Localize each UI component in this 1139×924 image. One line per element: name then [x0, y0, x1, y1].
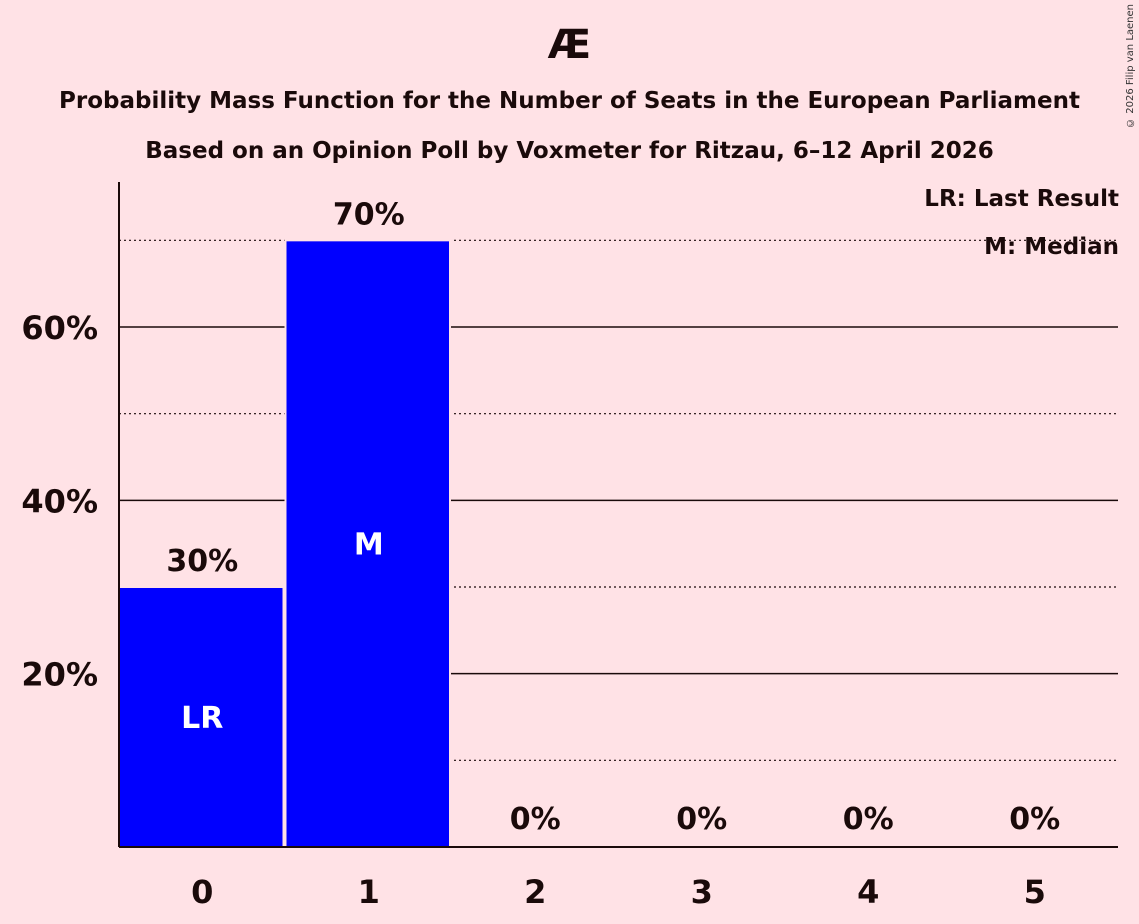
chart-subtitle-1: Probability Mass Function for the Number… — [59, 88, 1080, 114]
bar-value-label: 0% — [510, 802, 561, 837]
x-tick-label: 5 — [1024, 873, 1046, 911]
chart-subtitle-2: Based on an Opinion Poll by Voxmeter for… — [145, 138, 994, 164]
bar-value-label: 0% — [843, 802, 894, 837]
x-tick-label: 1 — [358, 873, 380, 911]
bar-value-label: 0% — [1009, 802, 1060, 837]
legend-median: M: Median — [984, 234, 1119, 260]
x-tick-label: 2 — [524, 873, 546, 911]
bar-value-label: 70% — [333, 197, 405, 232]
legend-last-result: LR: Last Result — [924, 186, 1119, 212]
bar-value-label: 30% — [166, 544, 238, 579]
x-tick-label: 0 — [191, 873, 213, 911]
x-tick-label: 3 — [691, 873, 713, 911]
y-tick-label: 60% — [21, 309, 98, 347]
chart-title: Æ — [547, 22, 592, 68]
bar-annotation: M — [354, 528, 384, 563]
y-tick-label: 20% — [21, 656, 98, 694]
bar-annotation: LR — [181, 701, 223, 736]
x-tick-label: 4 — [857, 873, 879, 911]
y-tick-label: 40% — [21, 482, 98, 520]
bar-value-label: 0% — [676, 802, 727, 837]
